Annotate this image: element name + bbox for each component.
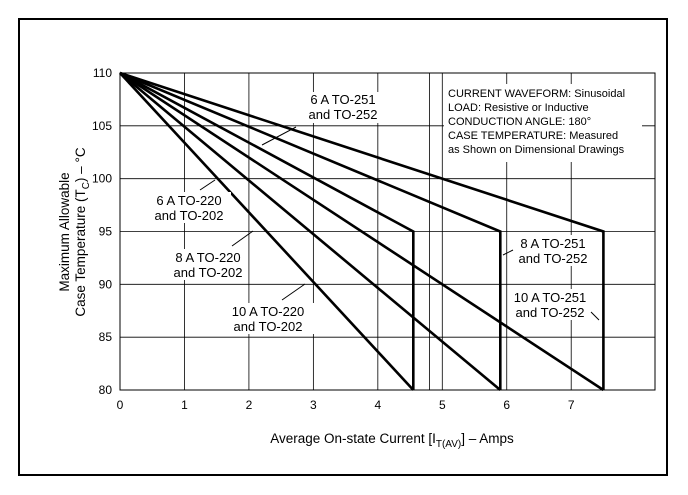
annotation-6a-to220-line1: 6 A TO-220 [156, 193, 221, 208]
y-axis-label: Maximum Allowable Case Temperature (TC) … [57, 147, 92, 316]
figure-frame [18, 18, 668, 476]
x-axis-label-main: Average On-state Current [I [270, 431, 436, 446]
annotation-6a-to220-line2: and TO-202 [155, 208, 224, 223]
y-tick-label: 105 [92, 119, 112, 133]
x-tick-label: 1 [181, 398, 188, 412]
note-line-5: as Shown on Dimensional Drawings [448, 144, 625, 156]
annotation-10a-to220-line1: 10 A TO-220 [232, 304, 305, 319]
annotation-6a-to251-line2: and TO-252 [309, 107, 378, 122]
annotation-10a-to251: 10 A TO-251 and TO-252 [509, 289, 600, 321]
tick-labels: 0 1 2 3 4 5 6 7 80 85 90 95 100 105 110 [92, 66, 575, 412]
annotation-8a-to220-leader [231, 230, 254, 247]
annotation-8a-to251-line2: and TO-252 [519, 251, 588, 266]
annotation-10a-to220: 10 A TO-220 and TO-202 [222, 283, 314, 334]
x-tick-label: 2 [246, 398, 253, 412]
annotation-8a-to220-line1: 8 A TO-220 [175, 250, 240, 265]
series-layer [119, 71, 605, 392]
annotation-8a-to251: 8 A TO-251 and TO-252 [502, 235, 596, 266]
annotation-6a-to220-bg [151, 192, 231, 223]
series-line-4 [119, 71, 502, 390]
annotation-6a-to251-leader [261, 126, 297, 146]
annotation-8a-to251-line1: 8 A TO-251 [520, 236, 585, 251]
series-line-1 [119, 72, 415, 391]
series-line-6 [119, 71, 605, 392]
series-line-5 [119, 71, 605, 390]
annotation-8a-to251-leader [502, 249, 514, 256]
annotation-10a-to220-leader [281, 283, 306, 301]
annotation-6a-to251-line1: 6 A TO-251 [310, 92, 375, 107]
y-tick-label: 90 [99, 277, 113, 291]
note-line-3: CONDUCTION ANGLE: 180° [448, 116, 591, 128]
x-tick-label: 3 [310, 398, 317, 412]
x-axis-label: Average On-state Current [IT(AV)] – Amps [270, 431, 514, 450]
annotation-6a-to251-bg [302, 92, 384, 123]
y-tick-label: 80 [99, 383, 113, 397]
notes-box-background [444, 84, 642, 162]
y-tick-label: 110 [93, 66, 112, 80]
x-tick-label: 7 [568, 398, 575, 412]
annotation-6a-to220-leader [199, 179, 216, 191]
y-axis-label-line2: Case Temperature (TC) – °C [73, 147, 92, 316]
note-line-1: CURRENT WAVEFORM: Sinusoidal [448, 88, 625, 100]
plot-area-border [119, 72, 656, 391]
x-axis-label-tail: ] – Amps [461, 431, 514, 446]
y-tick-label: 85 [99, 330, 113, 344]
x-tick-label: 6 [503, 398, 510, 412]
annotation-6a-to251: 6 A TO-251 and TO-252 [261, 92, 384, 146]
annotation-10a-to251-bg [509, 289, 591, 320]
y-axis-label-line1: Maximum Allowable [57, 172, 72, 291]
note-line-2: LOAD: Resistive or Inductive [448, 102, 589, 114]
annotation-10a-to251-line2: and TO-252 [516, 305, 585, 320]
notes-box: CURRENT WAVEFORM: Sinusoidal LOAD: Resis… [448, 88, 625, 156]
y-axis-label-line2-sub: C [81, 182, 92, 189]
annotation-10a-to220-bg [222, 303, 314, 334]
x-axis-label-sub: T(AV) [436, 439, 461, 450]
annotation-10a-to251-line1: 10 A TO-251 [514, 290, 587, 305]
annotation-8a-to251-bg [512, 235, 596, 266]
annotation-8a-to220: 8 A TO-220 and TO-202 [168, 230, 254, 280]
series-line-2 [119, 71, 415, 390]
annotation-10a-to220-line2: and TO-202 [234, 319, 303, 334]
y-tick-label: 95 [99, 225, 113, 239]
annotation-8a-to220-line2: and TO-202 [174, 265, 243, 280]
x-tick-label: 5 [439, 398, 446, 412]
y-axis-label-line2-tail: ) – °C [73, 147, 88, 182]
annotation-8a-to220-bg [168, 249, 248, 280]
x-tick-label: 0 [117, 398, 124, 412]
annotation-10a-to251-leader [590, 311, 600, 321]
note-line-4: CASE TEMPERATURE: Measured [448, 130, 618, 142]
y-tick-label: 100 [92, 172, 112, 186]
series-line-3 [119, 72, 502, 391]
y-axis-label-line2-main: Case Temperature (T [73, 189, 88, 316]
x-tick-label: 4 [374, 398, 381, 412]
annotation-6a-to220: 6 A TO-220 and TO-202 [151, 179, 231, 223]
